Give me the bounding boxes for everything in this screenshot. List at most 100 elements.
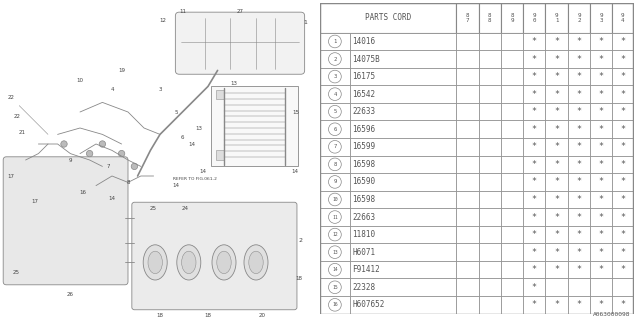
Text: *: *	[577, 195, 581, 204]
Text: *: *	[554, 300, 559, 309]
Text: *: *	[577, 160, 581, 169]
Bar	[479, 50, 501, 68]
Bar	[524, 296, 545, 314]
Text: 19: 19	[118, 68, 125, 73]
Bar	[479, 68, 501, 85]
Bar	[545, 103, 568, 120]
Circle shape	[328, 70, 341, 83]
Text: 25: 25	[13, 269, 19, 275]
Text: *: *	[598, 265, 604, 274]
Circle shape	[328, 263, 341, 276]
Bar	[590, 3, 612, 33]
Bar	[216, 90, 224, 99]
Text: *: *	[620, 90, 625, 99]
Bar	[545, 244, 568, 261]
Text: *: *	[532, 177, 537, 187]
Text: 26: 26	[67, 292, 74, 297]
Bar	[479, 261, 501, 278]
Bar	[545, 191, 568, 208]
Bar	[501, 244, 524, 261]
Bar	[320, 173, 350, 191]
Bar	[568, 103, 590, 120]
Text: *: *	[554, 54, 559, 64]
Bar	[568, 3, 590, 33]
Text: 27: 27	[237, 9, 243, 14]
Bar	[501, 261, 524, 278]
Bar	[479, 120, 501, 138]
Text: *: *	[620, 212, 625, 221]
Text: *: *	[620, 72, 625, 81]
Bar	[320, 156, 350, 173]
Bar	[456, 138, 479, 156]
Circle shape	[328, 105, 341, 118]
Text: *: *	[554, 248, 559, 257]
Bar	[320, 68, 350, 85]
Text: 3: 3	[333, 74, 337, 79]
Bar	[501, 68, 524, 85]
Bar	[320, 244, 350, 261]
Bar	[524, 68, 545, 85]
Bar	[479, 138, 501, 156]
Text: *: *	[598, 212, 604, 221]
Text: 10: 10	[77, 77, 83, 83]
Bar	[456, 68, 479, 85]
Bar	[612, 244, 634, 261]
Text: *: *	[532, 125, 537, 134]
Text: 22663: 22663	[352, 212, 376, 221]
Bar	[590, 191, 612, 208]
Text: 16596: 16596	[352, 125, 376, 134]
Bar	[545, 208, 568, 226]
Text: *: *	[598, 72, 604, 81]
Bar	[524, 138, 545, 156]
Bar	[590, 120, 612, 138]
Text: 14: 14	[189, 141, 195, 147]
Bar	[524, 173, 545, 191]
Text: 2: 2	[299, 237, 303, 243]
Text: *: *	[577, 107, 581, 116]
Text: 7: 7	[333, 144, 337, 149]
Bar	[479, 191, 501, 208]
Bar	[612, 173, 634, 191]
Text: 9
4: 9 4	[621, 13, 625, 23]
Text: *: *	[620, 195, 625, 204]
Text: REFER TO FIG.061-2: REFER TO FIG.061-2	[173, 177, 217, 181]
Bar	[350, 244, 456, 261]
Bar	[501, 156, 524, 173]
Bar	[590, 296, 612, 314]
Text: *: *	[577, 72, 581, 81]
Bar	[479, 173, 501, 191]
Bar	[456, 173, 479, 191]
Text: *: *	[532, 90, 537, 99]
Bar	[456, 50, 479, 68]
Bar	[545, 68, 568, 85]
Bar	[479, 208, 501, 226]
Text: *: *	[620, 107, 625, 116]
Text: *: *	[577, 265, 581, 274]
Text: *: *	[620, 230, 625, 239]
Bar	[524, 156, 545, 173]
Text: 18: 18	[296, 276, 303, 281]
Bar	[524, 261, 545, 278]
Text: 12: 12	[332, 232, 338, 237]
Bar	[320, 120, 350, 138]
Bar	[612, 120, 634, 138]
Text: 17: 17	[8, 173, 15, 179]
Bar	[456, 33, 479, 50]
Text: *: *	[532, 265, 537, 274]
Text: *: *	[620, 265, 625, 274]
Bar	[350, 296, 456, 314]
Text: 16598: 16598	[352, 160, 376, 169]
Bar	[350, 103, 456, 120]
Circle shape	[328, 281, 341, 293]
Text: 14016: 14016	[352, 37, 376, 46]
Bar	[524, 120, 545, 138]
Text: 9
3: 9 3	[600, 13, 603, 23]
Bar	[501, 103, 524, 120]
Bar	[501, 3, 524, 33]
Bar	[350, 226, 456, 244]
Text: *: *	[598, 195, 604, 204]
Text: *: *	[577, 230, 581, 239]
Bar	[479, 33, 501, 50]
Bar	[612, 278, 634, 296]
Bar	[524, 33, 545, 50]
